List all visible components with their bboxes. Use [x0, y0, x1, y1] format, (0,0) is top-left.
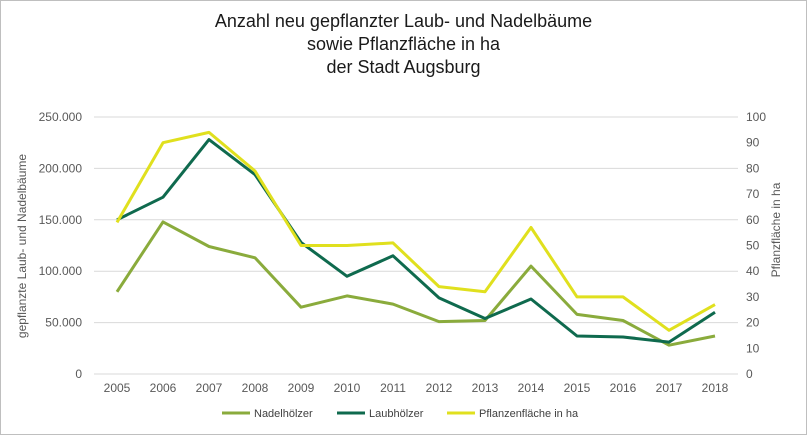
chart-title: Anzahl neu gepflanzter Laub- und Nadelbä…: [0, 10, 807, 79]
x-tick-label: 2014: [518, 381, 545, 395]
legend-label: Laubhölzer: [369, 408, 424, 420]
y-left-tick-label: 50.000: [45, 316, 82, 330]
y-right-tick-label: 60: [746, 213, 760, 227]
x-tick-label: 2012: [426, 381, 453, 395]
y-right-tick-label: 20: [746, 316, 760, 330]
series-line-laubh-lzer: [116, 138, 716, 344]
x-tick-label: 2017: [656, 381, 683, 395]
y-right-tick-label: 100: [746, 110, 766, 124]
chart-title-line-3: der Stadt Augsburg: [326, 57, 481, 77]
x-tick-label: 2008: [242, 381, 269, 395]
series-line-pflanzenfl-che-in-ha: [115, 130, 716, 332]
legend: Nadelhölzer Laubhölzer Pflanzenfläche in h…: [222, 408, 579, 420]
gridlines: [94, 116, 738, 375]
series-lines: [115, 130, 716, 347]
y-left-tick-label: 100.000: [39, 264, 83, 278]
y-right-tick-label: 70: [746, 187, 760, 201]
x-tick-label: 2011: [380, 381, 406, 395]
x-tick-label: 2010: [334, 381, 361, 395]
x-tick-label: 2018: [702, 381, 729, 395]
x-tick-label: 2006: [150, 381, 177, 395]
x-tick-label: 2005: [104, 381, 131, 395]
y-axis-right-ticks: 0 10 20 30 40 50 60 70 80 90 100: [746, 110, 766, 381]
x-tick-label: 2015: [564, 381, 591, 395]
y-right-tick-label: 50: [746, 239, 760, 253]
y-left-tick-label: 150.000: [39, 213, 83, 227]
y-right-tick-label: 90: [746, 136, 760, 150]
y-axis-left-label: gepflanzte Laub- und Nadelbäume: [15, 154, 29, 338]
y-right-tick-label: 0: [746, 367, 753, 381]
x-tick-label: 2016: [610, 381, 637, 395]
y-right-tick-label: 30: [746, 290, 760, 304]
chart-title-line-2: sowie Pflanzfläche in ha: [306, 34, 501, 54]
y-axis-left-ticks: 0 50.000 100.000 150.000 200.000 250.000: [39, 110, 83, 381]
y-right-tick-label: 10: [746, 341, 760, 355]
x-tick-label: 2013: [472, 381, 499, 395]
x-tick-label: 2009: [288, 381, 315, 395]
legend-label: Pflanzenfläche in ha: [479, 408, 579, 420]
x-axis-ticks: 2005 2006 2007 2008 2009 2010 2011 2012 2013 2014…: [104, 381, 729, 395]
y-right-tick-label: 80: [746, 161, 760, 175]
chart-title-line-1: Anzahl neu gepflanzter Laub- und Nadelbä…: [214, 11, 593, 31]
y-right-tick-label: 40: [746, 264, 760, 278]
x-tick-label: 2007: [196, 381, 223, 395]
y-left-tick-label: 250.000: [39, 110, 83, 124]
y-left-tick-label: 0: [75, 367, 82, 381]
legend-label: Nadelhölzer: [254, 408, 313, 420]
y-axis-right-label: Pflanzfläche in ha: [769, 182, 783, 277]
y-left-tick-label: 200.000: [39, 161, 83, 175]
series-line-nadelh-lzer: [115, 220, 716, 347]
